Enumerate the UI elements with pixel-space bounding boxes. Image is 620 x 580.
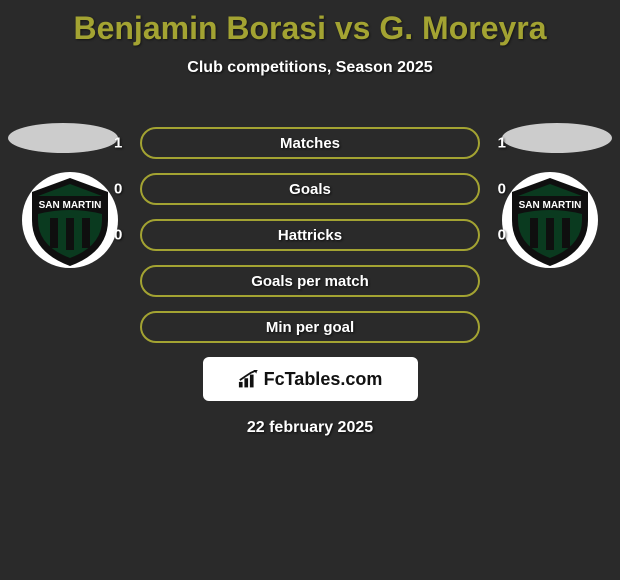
stat-label: Goals per match (251, 273, 369, 290)
stat-row-min-per-goal: Min per goal (140, 311, 480, 343)
stat-label: Min per goal (266, 319, 354, 336)
stat-label: Hattricks (278, 227, 342, 244)
club-badge-right: SAN MARTIN (500, 170, 600, 270)
stat-row-hattricks: 0 Hattricks 0 (140, 219, 480, 251)
stat-row-goals: 0 Goals 0 (140, 173, 480, 205)
brand-badge: FcTables.com (203, 357, 418, 401)
svg-text:SAN MARTIN: SAN MARTIN (39, 200, 102, 211)
stats-container: 1 Matches 1 0 Goals 0 0 Hattricks 0 Goal… (140, 127, 480, 343)
stat-left-value: 0 (114, 181, 122, 198)
stat-left-value: 0 (114, 227, 122, 244)
stat-label: Matches (280, 135, 340, 152)
stat-right-value: 1 (498, 135, 506, 152)
player-right-avatar (502, 123, 612, 153)
stat-row-goals-per-match: Goals per match (140, 265, 480, 297)
player-left-avatar (8, 123, 118, 153)
page-title: Benjamin Borasi vs G. Moreyra (0, 0, 620, 47)
page-subtitle: Club competitions, Season 2025 (0, 59, 620, 77)
footer-date: 22 february 2025 (0, 419, 620, 437)
stat-left-value: 1 (114, 135, 122, 152)
stat-right-value: 0 (498, 227, 506, 244)
chart-icon (238, 370, 260, 388)
svg-text:SAN MARTIN: SAN MARTIN (519, 200, 582, 211)
brand-text: FcTables.com (264, 369, 383, 390)
stat-row-matches: 1 Matches 1 (140, 127, 480, 159)
club-badge-left: SAN MARTIN (20, 170, 120, 270)
stat-label: Goals (289, 181, 331, 198)
stat-right-value: 0 (498, 181, 506, 198)
